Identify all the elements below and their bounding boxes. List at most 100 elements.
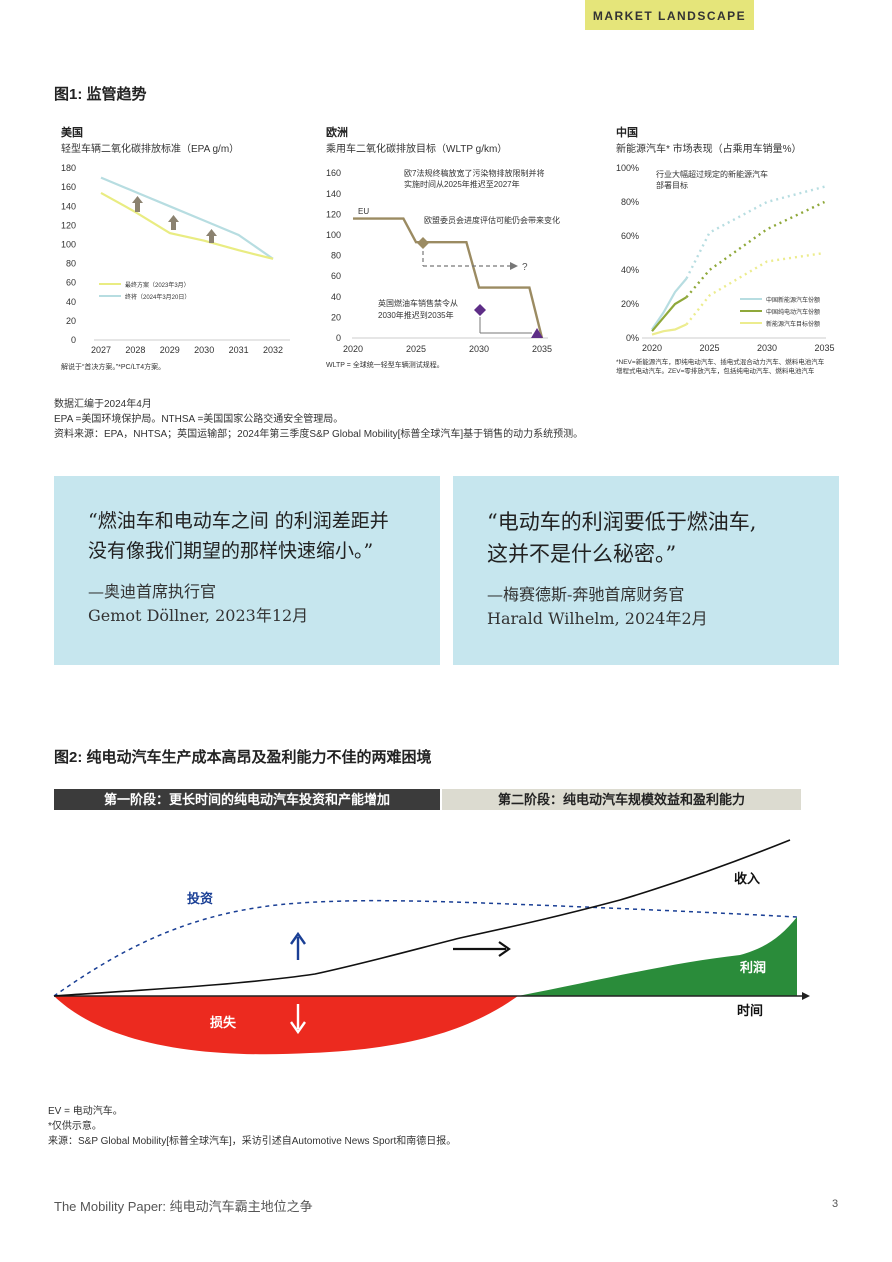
section-tag: MARKET LANDSCAPE [585,0,754,30]
us-y-tick: 0 [71,335,76,345]
fig1-sources: 数据汇编于2024年4月 EPA =美国环境保护局。NTHSA =美国国家公路交… [54,397,583,442]
fig2-diagram: 投资 收入 利润 损失 时间 [53,839,810,1055]
time-axis-arrowhead [802,992,810,1000]
investment-label: 投资 [187,891,213,906]
eu-annot-3a: 英国燃油车销售禁令从 [378,298,458,308]
eu-series-line [353,217,544,339]
us-x-tick: 2030 [194,345,214,355]
us-y-tick: 100 [61,240,76,250]
cn-note: *NEV=新能源汽车，即纯电动汽车、插电式混合动力汽车、燃料电池汽车 增程式电动… [616,358,824,376]
cn-x-tick: 2030 [757,343,777,353]
eu-y-tick: 160 [326,168,341,178]
cn-legend-nev: 中国新能源汽车份额 [766,296,820,304]
us-y-tick: 20 [66,316,76,326]
profit-label: 利润 [740,960,766,975]
cn-x-tick: 2020 [642,343,662,353]
us-x-tick: 2029 [160,345,180,355]
eu-x-tick: 2025 [406,344,426,354]
cn-y-tick: 0% [626,333,639,343]
loss-label: 损失 [210,1015,237,1030]
footnote-line: *仅供示意。 [48,1121,102,1132]
us-x-tick: 2031 [229,345,249,355]
cn-nev-forecast [685,185,825,280]
up-arrow-icon [290,931,306,945]
eu-y-tick: 60 [331,271,341,281]
eu-y-tick: 120 [326,209,341,219]
cn-target-actual [651,323,687,336]
cn-legend-bev: 中国纯电动汽车份额 [766,308,820,316]
cn-bev-forecast [685,200,826,298]
us-legend-final: 最终方案（2023年3月） [125,281,190,289]
quote-attr-line: —梅赛德斯-奔驰首席财务官 [487,585,685,604]
eu-x-tick: 2035 [532,344,552,354]
cn-bev-actual [651,296,688,332]
eu-diamond-marker [417,237,429,249]
quote-line: “电动车的利润要低于燃油车, [487,510,757,534]
fig1-title: 图1: 监管趋势 [54,86,147,103]
cn-y-tick: 60% [621,231,639,241]
eu-uk-diamond [474,304,486,316]
eu-y-tick: 20 [331,312,341,322]
eu-y-tick: 0 [336,333,341,343]
fig1-source-line: EPA =美国环境保护局。NTHSA =美国国家公路交通安全管理局。 [54,414,344,425]
eu-annot-1a: 欧7法规终稿放宽了污染物排放限制并将 [404,168,544,178]
cn-annot-b: 部署目标 [656,180,688,190]
investment-curve [53,899,798,997]
fig2-footnotes: EV = 电动汽车。 *仅供示意。 来源：S&P Global Mobility… [48,1104,456,1149]
fig1-source-line: 资料来源：EPA，NHTSA；英国运输部；2024年第三季度S&P Global… [54,429,584,440]
cn-x-tick: 2025 [699,343,719,353]
revenue-curve [53,839,791,997]
us-subtitle: 轻型车辆二氧化碳排放标准（EPA g/m） [61,144,240,155]
us-y-tick: 40 [66,297,76,307]
eu-annot-2: 欧盟委员会进度评估可能仍会带来变化 [424,215,560,225]
cn-y-tick: 100% [616,163,639,173]
eu-annot-3b: 2030年推迟到2035年 [378,310,454,320]
us-series-proposal [100,176,274,260]
quote-attr-line: Gemot Döllner, 2023年12月 [88,606,309,625]
down-arrow-icon [290,1021,306,1035]
fig1-source-line: 数据汇编于2024年4月 [54,399,152,410]
cn-x-tick: 2035 [814,343,834,353]
fig2-title: 图2: 纯电动汽车生产成本高昂及盈利能力不佳的两难困境 [54,749,432,766]
us-region: 美国 [61,127,83,139]
cn-note-line1: *NEV=新能源汽车，即纯电动汽车、插电式混合动力汽车、燃料电池汽车 [616,359,825,366]
quote-box-mercedes: “电动车的利润要低于燃油车, 这并不是什么秘密。” —梅赛德斯-奔驰首席财务官 … [453,476,839,665]
us-y-tick: 160 [61,182,76,192]
us-chart: 180 160 140 120 100 80 60 40 20 0 2027 2028 2029 203… [61,163,290,355]
us-x-tick: 2032 [263,345,283,355]
us-y-tick: 140 [61,201,76,211]
footnote-line: 来源：S&P Global Mobility[标普全球汽车]，采访引述自Auto… [48,1136,457,1147]
us-series-final [100,191,274,260]
eu-note: WLTP = 全球统一轻型车辆测试规程。 [326,362,444,369]
revenue-label: 收入 [734,871,760,886]
phase2-label: 第二阶段：纯电动汽车规模效益和盈利能力 [442,789,801,810]
quote-attr-line: Harald Wilhelm, 2024年2月 [487,609,708,628]
profit-area [518,917,797,996]
cn-y-tick: 40% [621,265,639,275]
cn-region: 中国 [616,127,638,139]
quote-text: “电动车的利润要低于燃油车, 这并不是什么秘密。” [487,506,756,570]
eu-y-tick: 40 [331,292,341,302]
quote-attribution: —奥迪首席执行官 Gemot Döllner, 2023年12月 [88,580,308,628]
time-label: 时间 [737,1003,763,1018]
loss-area [54,996,518,1055]
eu-region: 欧洲 [326,127,348,139]
cn-y-tick: 80% [621,197,639,207]
eu-chart: 160 140 120 100 80 60 40 20 0 2020 2025 2030 2035 E… [326,168,560,354]
page-number: 3 [832,1198,839,1210]
quote-line: “燃油车和电动车之间 的利润差距并 [88,510,389,532]
us-y-tick: 120 [61,220,76,230]
eu-x-tick: 2030 [469,344,489,354]
us-x-tick: 2028 [125,345,145,355]
quote-box-audi: “燃油车和电动车之间 的利润差距并 没有像我们期望的那样快速缩小。” —奥迪首席… [54,476,440,665]
us-y-tick: 80 [66,259,76,269]
us-legend-proposal: 终将（2024年3月20日） [125,293,190,301]
cn-y-tick: 20% [621,299,639,309]
eu-subtitle: 乘用车二氧化碳排放目标（WLTP g/km） [326,144,508,155]
us-x-tick: 2027 [91,345,111,355]
eu-series-label: EU [358,207,369,216]
eu-x-tick: 2020 [343,344,363,354]
eu-annot-1b: 实施时间从2025年推迟至2027年 [404,179,520,189]
cn-chart: 100% 80% 60% 40% 20% 0% 2020 2025 2030 2035 行业大幅… [616,163,835,353]
cn-target-forecast [685,251,825,326]
